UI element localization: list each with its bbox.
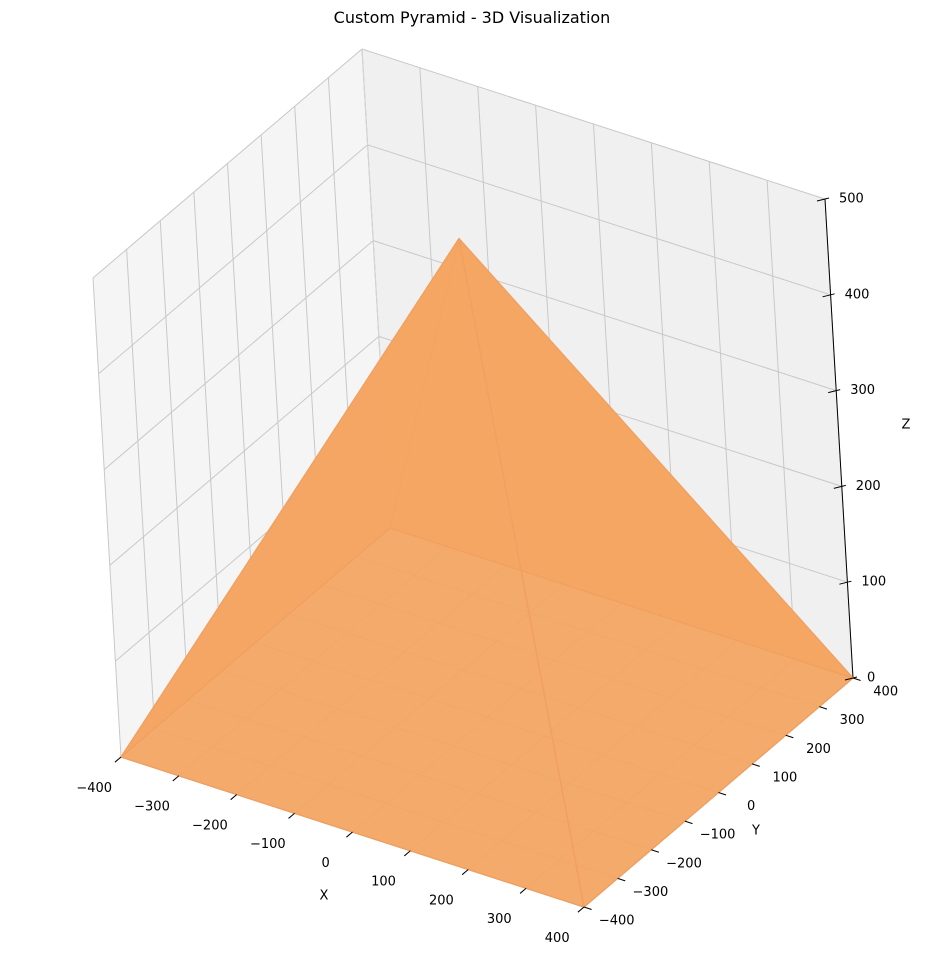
z-axis-line [824,198,854,679]
grid-line-z-left [98,144,368,375]
z-tick-label: 0 [867,671,875,686]
x-tick-label: −100 [250,837,286,852]
grid-line-y-left [193,192,223,672]
chart-title: Custom Pyramid - 3D Visualization [333,8,611,27]
y-tick-label: 0 [747,799,755,814]
x-tick-mark [577,906,585,913]
tick-marks [114,197,861,913]
x-tick-label: −300 [134,800,170,815]
x-axis-label: X [320,889,329,904]
z-tick-mark [822,293,835,298]
x-tick-mark [172,775,180,782]
z-tick-mark [839,580,852,585]
y-tick-mark [751,763,760,767]
z-tick-mark [816,197,830,202]
z-tick-label: 300 [850,383,875,398]
y-tick-mark [852,677,861,681]
z-tick-label: 400 [845,287,870,302]
y-tick-label: 100 [772,770,797,785]
y-tick-mark [819,706,828,710]
y-tick-mark [583,906,592,910]
x-tick-mark [461,869,469,876]
y-tick-label: −400 [599,914,635,929]
x-tick-label: 400 [545,931,570,946]
pyramid-edge [458,238,585,908]
y-tick-label: −200 [666,856,702,871]
x-tick-mark [230,794,238,801]
grid-line-z-back [361,48,826,200]
x-tick-mark [519,887,527,894]
x-tick-mark [114,756,122,763]
grid-line-y-left [126,249,156,729]
x-tick-label: 300 [487,912,512,927]
y-tick-label: −100 [700,828,736,843]
grid-line-z-left [92,48,363,279]
x-tick-label: 100 [371,875,396,890]
y-tick-mark [785,734,794,739]
y-tick-label: 200 [806,742,831,757]
pyramid-surface [120,237,854,908]
y-tick-label: 300 [840,713,865,728]
z-tick-mark [833,484,846,489]
grid-line-y-left [159,220,189,700]
z-tick-label: 100 [861,575,886,590]
y-tick-mark [684,820,693,825]
tick-labels: −400 −300 −200 −100 0 100 200 300 400 −400 −300 −20… [76,192,910,946]
x-tick-label: 0 [322,856,330,871]
grid-line-z-back [367,144,831,296]
grid-line-z-left [103,240,374,470]
grid-line-y-left [92,277,122,758]
grid-line-z-left [109,336,380,566]
z-tick-label: 500 [839,192,864,207]
x-tick-mark [288,812,295,819]
y-tick-label: −300 [633,885,669,900]
y-tick-label: 400 [873,685,898,700]
z-tick-mark [844,676,858,681]
x-tick-mark [346,831,353,838]
y-axis-label: Y [751,824,760,839]
z-tick-label: 200 [856,479,881,494]
x-tick-mark [403,850,411,857]
y-tick-mark [718,792,727,796]
grid-line-x-back [766,180,796,660]
x-tick-label: 200 [429,893,454,908]
z-axis-label: Z [902,418,911,433]
y-tick-mark [651,849,660,853]
x-tick-label: −400 [76,781,112,796]
x-tick-label: −200 [192,818,228,833]
z-tick-mark [828,389,841,394]
y-tick-mark [617,877,626,882]
